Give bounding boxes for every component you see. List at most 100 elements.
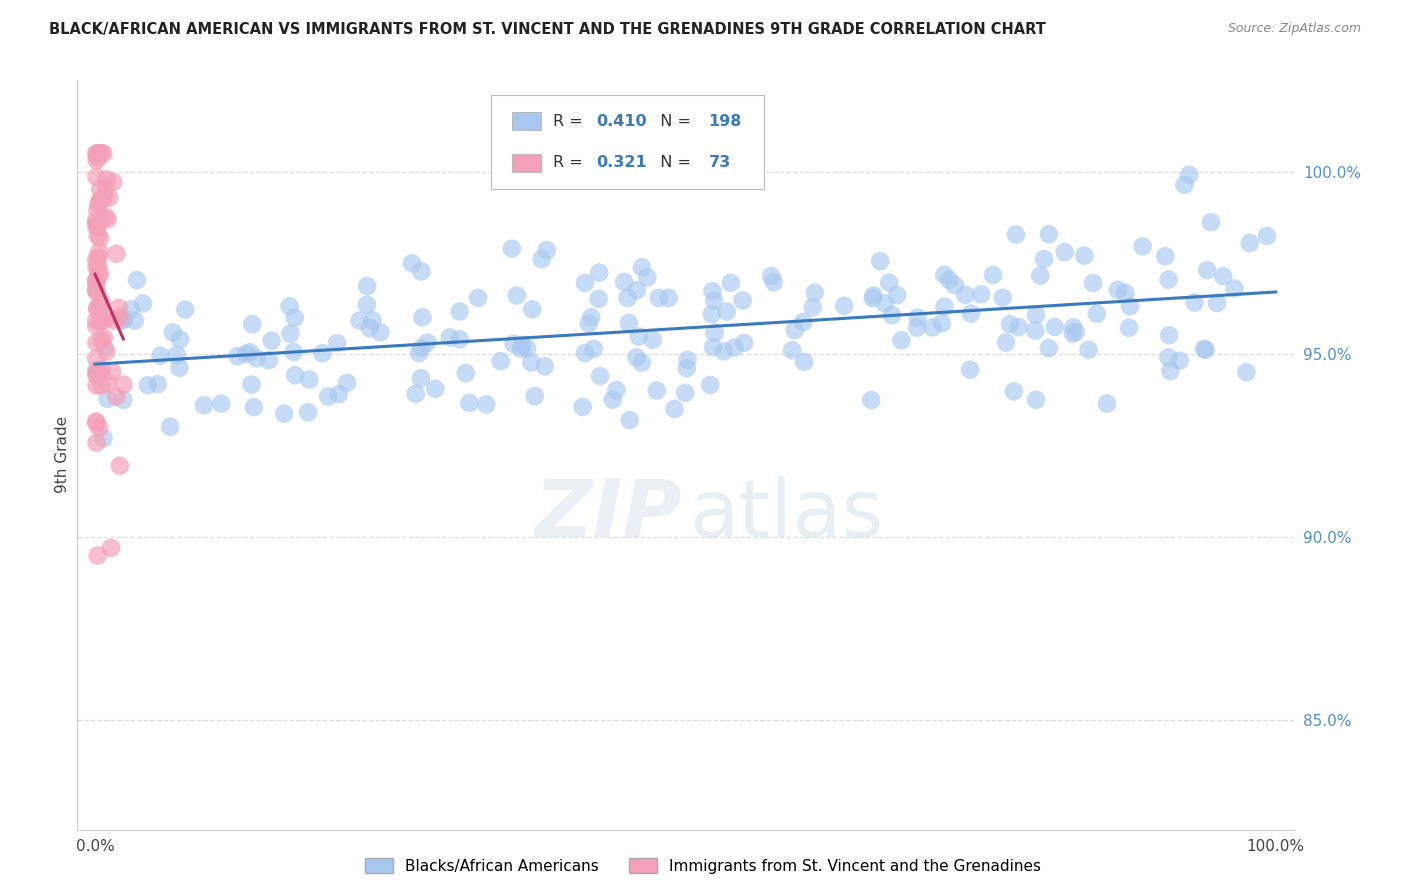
- Point: [416, 335, 439, 350]
- Point: [90, 146, 112, 161]
- Point: [239, 345, 262, 359]
- Point: [108, 310, 131, 325]
- Point: [1025, 392, 1047, 407]
- Point: [602, 392, 624, 407]
- Point: [90, 192, 112, 206]
- Point: [501, 242, 523, 256]
- Point: [84, 318, 107, 333]
- Point: [100, 541, 122, 555]
- Point: [1038, 227, 1060, 242]
- Point: [298, 373, 321, 387]
- Point: [356, 279, 378, 293]
- Text: R =: R =: [553, 155, 588, 170]
- Point: [89, 244, 111, 259]
- Point: [605, 383, 627, 397]
- Point: [96, 172, 118, 186]
- Point: [1197, 263, 1219, 277]
- Point: [873, 296, 896, 310]
- Point: [174, 302, 197, 317]
- Text: Source: ZipAtlas.com: Source: ZipAtlas.com: [1227, 22, 1361, 36]
- Point: [467, 291, 489, 305]
- Point: [862, 288, 884, 302]
- Point: [162, 326, 184, 340]
- Point: [793, 355, 815, 369]
- Point: [96, 344, 118, 359]
- Point: [90, 314, 112, 328]
- Point: [86, 219, 108, 234]
- Text: N =: N =: [650, 155, 696, 170]
- Point: [209, 396, 232, 410]
- Point: [731, 293, 754, 308]
- Point: [316, 389, 339, 403]
- Point: [86, 260, 108, 274]
- Text: BLACK/AFRICAN AMERICAN VS IMMIGRANTS FROM ST. VINCENT AND THE GRENADINES 9TH GRA: BLACK/AFRICAN AMERICAN VS IMMIGRANTS FRO…: [49, 22, 1046, 37]
- Point: [578, 317, 600, 331]
- Point: [84, 216, 107, 230]
- Point: [280, 326, 302, 341]
- Point: [1119, 299, 1142, 313]
- Point: [1038, 341, 1060, 355]
- Point: [283, 345, 305, 359]
- Point: [86, 300, 108, 314]
- Point: [1212, 269, 1234, 284]
- Point: [673, 385, 696, 400]
- Y-axis label: 9th Grade: 9th Grade: [55, 417, 70, 493]
- Point: [86, 302, 108, 317]
- Point: [278, 300, 301, 314]
- Point: [994, 335, 1017, 350]
- Point: [166, 348, 188, 362]
- Point: [89, 231, 111, 245]
- Point: [96, 376, 118, 390]
- Text: 73: 73: [709, 155, 731, 170]
- Point: [90, 362, 112, 376]
- Legend: Blacks/African Americans, Immigrants from St. Vincent and the Grenadines: Blacks/African Americans, Immigrants fro…: [359, 852, 1047, 880]
- Point: [907, 310, 929, 325]
- Point: [1008, 320, 1031, 334]
- Point: [89, 267, 111, 281]
- Point: [636, 270, 658, 285]
- Point: [762, 276, 785, 290]
- Point: [90, 294, 112, 309]
- Point: [449, 304, 471, 318]
- Point: [146, 377, 169, 392]
- Point: [86, 284, 108, 298]
- Point: [169, 360, 191, 375]
- Point: [328, 387, 350, 401]
- Point: [613, 275, 636, 289]
- Point: [523, 389, 546, 403]
- Point: [101, 175, 124, 189]
- Point: [1195, 343, 1218, 357]
- Point: [1256, 229, 1278, 244]
- Point: [240, 377, 263, 392]
- Point: [581, 310, 603, 325]
- Point: [934, 268, 956, 282]
- Point: [626, 283, 648, 297]
- Point: [1239, 235, 1261, 250]
- Point: [832, 299, 855, 313]
- Point: [1077, 343, 1099, 357]
- Point: [1206, 296, 1229, 310]
- Point: [87, 196, 110, 211]
- Point: [86, 362, 108, 376]
- Point: [534, 359, 557, 374]
- FancyBboxPatch shape: [512, 112, 541, 130]
- Point: [408, 346, 430, 360]
- Point: [94, 181, 117, 195]
- Point: [792, 315, 814, 329]
- Point: [630, 356, 652, 370]
- Point: [588, 266, 610, 280]
- Point: [84, 415, 107, 429]
- Point: [699, 378, 721, 392]
- Point: [475, 397, 498, 411]
- Point: [84, 278, 107, 293]
- Point: [1095, 396, 1118, 410]
- Point: [257, 353, 280, 368]
- Point: [588, 292, 610, 306]
- Point: [648, 291, 671, 305]
- Point: [934, 300, 956, 314]
- Point: [981, 268, 1004, 282]
- Point: [860, 392, 883, 407]
- Text: N =: N =: [650, 114, 696, 129]
- Point: [169, 332, 191, 346]
- Point: [136, 378, 159, 392]
